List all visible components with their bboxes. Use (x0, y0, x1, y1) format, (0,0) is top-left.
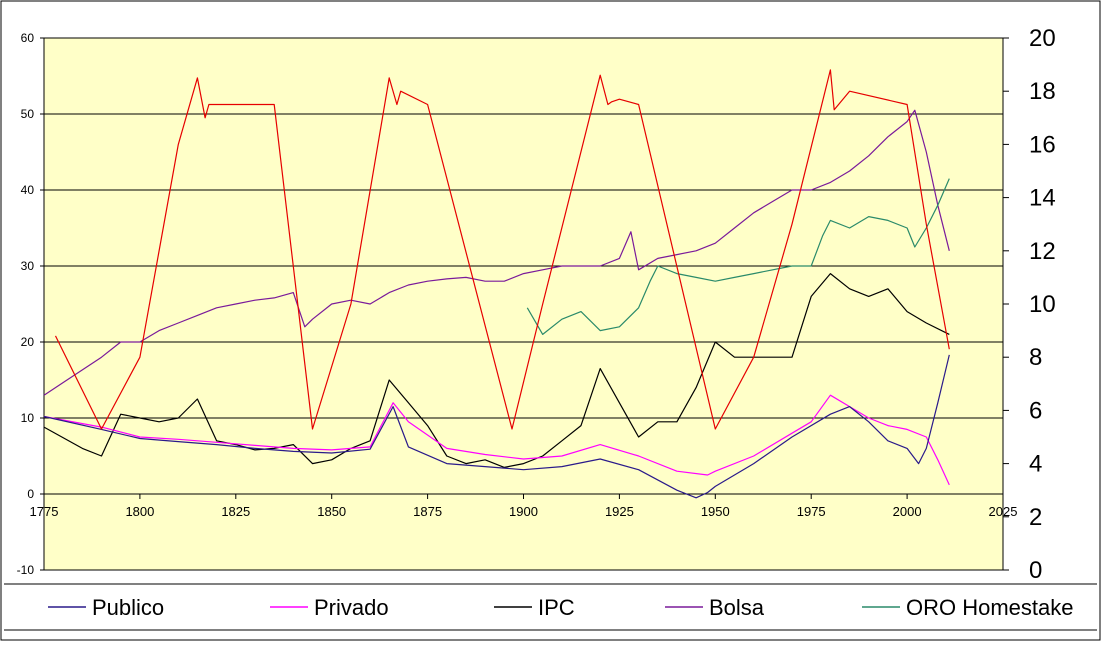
legend: Publico Privado IPC Bolsa ORO Homestake (4, 583, 1097, 631)
x-tick-label: 1850 (317, 504, 346, 519)
series-line-bolsa (43, 109, 950, 396)
right-tick-label: 18 (1029, 78, 1056, 105)
left-tick-label: 30 (21, 259, 35, 273)
plot-area (44, 38, 1003, 570)
right-tick-label: 12 (1029, 238, 1056, 265)
series-line-oro-homestake (526, 178, 950, 335)
left-tick-label: 40 (21, 183, 35, 197)
series-line-publico (43, 354, 950, 499)
legend-label: Privado (314, 595, 389, 620)
left-tick-label: -10 (17, 563, 35, 577)
x-tick-label: 1925 (605, 504, 634, 519)
series-group (43, 69, 950, 499)
right-tick-label: 6 (1029, 397, 1042, 424)
series-line-right-axis-series (54, 69, 950, 430)
x-tick-label: 1775 (30, 504, 59, 519)
left-tick-label: 20 (21, 335, 35, 349)
left-tick-label: 60 (21, 31, 35, 45)
x-tick-label: 1825 (221, 504, 250, 519)
left-tick-label: 0 (27, 487, 34, 501)
x-tick-label: 1875 (413, 504, 442, 519)
legend-label: Bolsa (709, 595, 765, 620)
right-tick-label: 20 (1029, 25, 1056, 52)
series-line-privado (43, 394, 950, 486)
x-tick-label: 1900 (509, 504, 538, 519)
legend-label: ORO Homestake (906, 595, 1074, 620)
x-tick-label: 2000 (893, 504, 922, 519)
legend-label: Publico (92, 595, 164, 620)
right-tick-label: 2 (1029, 504, 1042, 531)
right-tick-label: 4 (1029, 451, 1042, 478)
x-tick-label: 2025 (989, 504, 1018, 519)
x-tick-label: 1950 (701, 504, 730, 519)
x-tick-label: 1800 (125, 504, 154, 519)
right-tick-label: 8 (1029, 344, 1042, 371)
legend-label: IPC (538, 595, 575, 620)
x-tick-label: 1975 (797, 504, 826, 519)
left-tick-label: 50 (21, 107, 35, 121)
right-tick-label: 16 (1029, 131, 1056, 158)
right-tick-label: 10 (1029, 291, 1056, 318)
right-tick-label: 14 (1029, 185, 1056, 212)
series-line-ipc (43, 273, 950, 468)
right-tick-label: 0 (1029, 557, 1042, 584)
left-tick-label: 10 (21, 411, 35, 425)
